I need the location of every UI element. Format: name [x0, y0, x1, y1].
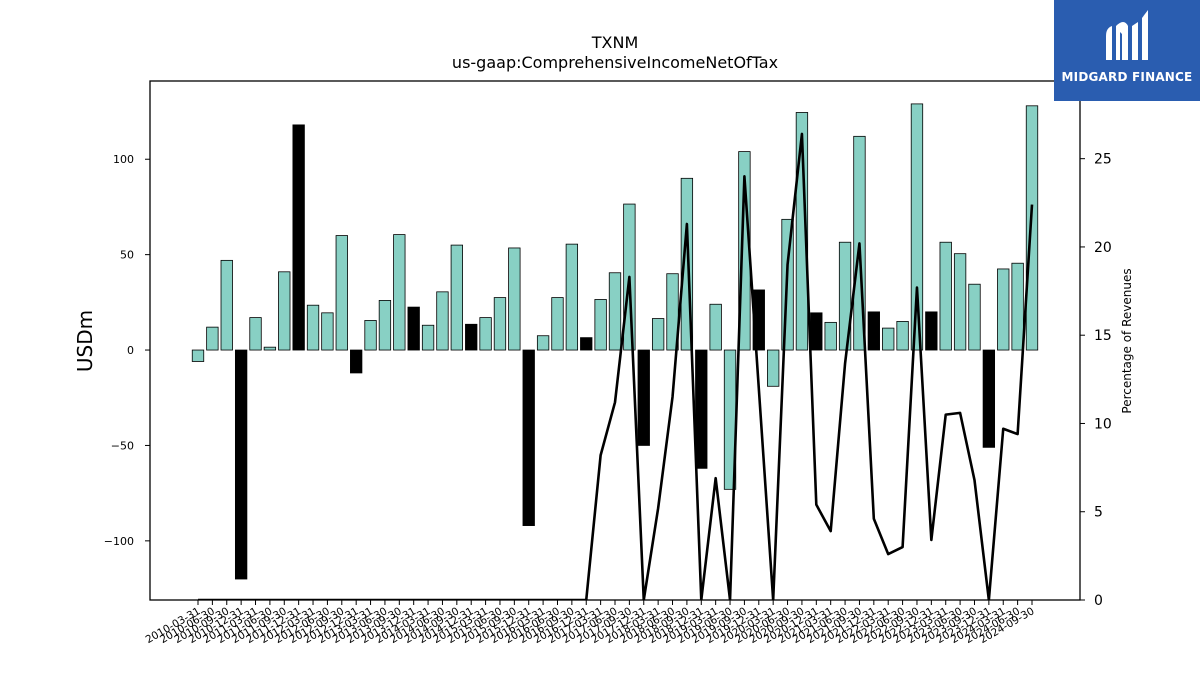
bar: [666, 273, 679, 351]
bar: [263, 346, 277, 351]
bar: [795, 112, 809, 351]
bar: [838, 241, 852, 351]
bar: [522, 349, 535, 526]
bar: [680, 177, 694, 351]
y2-tick-label: 20: [1094, 240, 1112, 256]
bar: [536, 335, 550, 351]
left-axis: −100 −50 0 50 100: [104, 153, 150, 548]
bar: [450, 244, 463, 351]
chart-title: TXNM: [591, 33, 639, 52]
bar: [594, 299, 607, 351]
bar: [321, 312, 334, 351]
bar: [651, 318, 665, 351]
bar: [278, 271, 291, 351]
bar: [968, 283, 981, 351]
bar: [493, 297, 507, 351]
y-tick-label: 100: [113, 153, 134, 166]
bar: [767, 349, 780, 387]
y2-tick-label: 5: [1094, 505, 1103, 521]
bar: [810, 312, 823, 351]
bar: [1011, 262, 1024, 351]
bar: [191, 349, 205, 362]
chart-subtitle: us-gaap:ComprehensiveIncomeNetOfTax: [451, 53, 779, 72]
bar: [421, 324, 435, 351]
x-axis: 2010-03-312010-06-302010-09-302010-12-31…: [144, 600, 1037, 646]
y2-tick-label: 25: [1094, 152, 1112, 168]
bar-series: [191, 103, 1039, 580]
y2-tick-label: 0: [1094, 593, 1103, 609]
bar: [1025, 105, 1039, 351]
bar: [882, 327, 895, 351]
bar: [364, 320, 377, 351]
bar: [867, 311, 880, 351]
bar: [249, 317, 262, 351]
bar: [465, 323, 478, 351]
y-tick-label: 0: [127, 344, 134, 357]
bar: [896, 321, 909, 351]
y-tick-label: 50: [120, 249, 134, 262]
bar: [637, 349, 650, 446]
bar: [292, 124, 305, 351]
y-tick-label: −100: [104, 535, 134, 548]
bar: [565, 243, 579, 351]
percentage-line: [198, 132, 1034, 600]
bar: [393, 234, 406, 351]
bar: [939, 241, 952, 351]
bar: [709, 303, 722, 351]
bar: [982, 349, 996, 448]
y2-axis-label: Percentage of Revenues: [1120, 268, 1134, 413]
bar: [436, 291, 449, 351]
bar: [580, 337, 593, 351]
bar: [910, 103, 924, 351]
bar: [695, 349, 708, 469]
bar: [306, 304, 320, 351]
bar: [608, 272, 622, 351]
bar: [479, 317, 492, 351]
bar: [997, 268, 1010, 351]
bar: [220, 259, 233, 351]
bar: [824, 321, 837, 351]
bar: [407, 306, 420, 351]
right-axis: 0 5 10 15 20 25: [1080, 152, 1112, 609]
line-series: [198, 132, 1034, 600]
logo-text: MIDGARD FINANCE: [1061, 70, 1193, 84]
bar: [378, 300, 392, 351]
bar: [953, 253, 967, 351]
midgard-logo-icon: [1106, 10, 1148, 60]
bar: [508, 247, 521, 351]
bar: [234, 349, 248, 580]
y-axis-label: USDm: [73, 310, 97, 372]
bar: [350, 349, 363, 374]
y-tick-label: −50: [111, 439, 134, 452]
bar: [551, 297, 564, 351]
brand-logo: MIDGARD FINANCE: [1054, 0, 1200, 101]
y2-tick-label: 15: [1094, 328, 1112, 344]
y2-tick-label: 10: [1094, 416, 1112, 432]
bar: [335, 235, 348, 351]
bar: [206, 326, 219, 351]
bar: [925, 311, 938, 351]
